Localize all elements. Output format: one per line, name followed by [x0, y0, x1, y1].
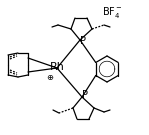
Text: Rh: Rh — [50, 62, 64, 72]
Text: P: P — [82, 90, 88, 100]
Text: BF$_4^-$: BF$_4^-$ — [102, 6, 122, 21]
Text: ⊕: ⊕ — [46, 73, 53, 82]
Text: P: P — [80, 36, 86, 46]
